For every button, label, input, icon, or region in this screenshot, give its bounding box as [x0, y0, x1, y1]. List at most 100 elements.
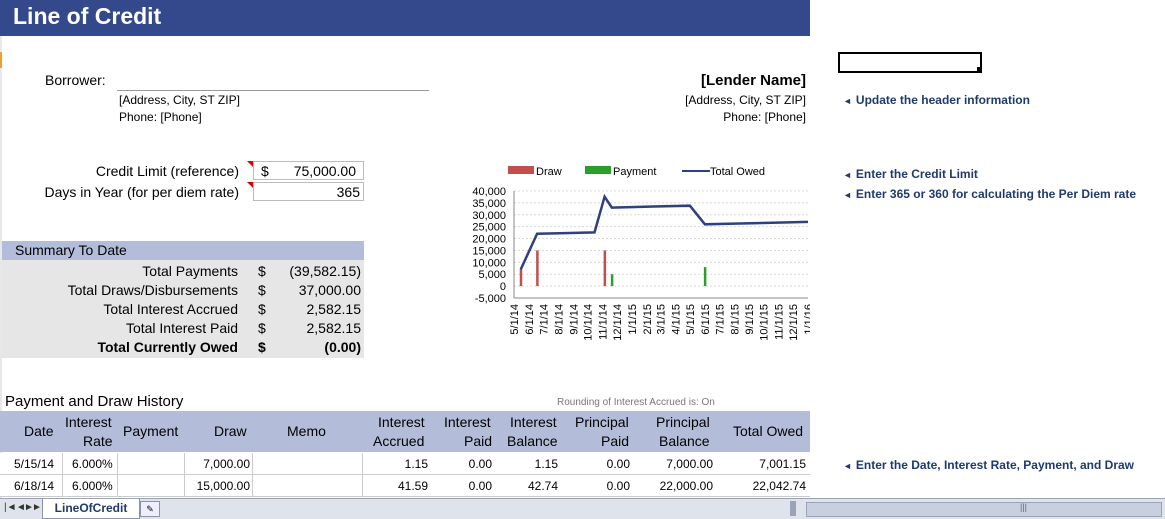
cell-date[interactable]: 6/18/14 — [14, 479, 55, 493]
legend-label: Payment — [613, 166, 656, 178]
legend-swatch — [585, 166, 611, 174]
x-tick-label: 9/1/14 — [568, 304, 580, 335]
insert-sheet-icon[interactable]: ✎ — [140, 501, 160, 517]
cell-paid[interactable]: 0.00 — [468, 457, 492, 471]
x-tick-label: 10/1/14 — [583, 304, 595, 341]
col-date: Date — [24, 423, 54, 439]
x-tick-label: 10/1/15 — [759, 304, 771, 341]
credit-limit-label: Credit Limit (reference) — [95, 163, 239, 179]
col-rate-1: Interest — [65, 414, 112, 430]
y-tick-label: 10,000 — [472, 257, 506, 269]
tab-lineofcredit[interactable]: LineOfCredit — [42, 499, 140, 519]
x-tick-label: 4/1/15 — [670, 304, 682, 335]
summary-label: Total Draws/Disbursements — [67, 282, 238, 298]
x-tick-label: 8/1/15 — [729, 304, 741, 335]
cell-ppaid[interactable]: 0.00 — [606, 479, 630, 493]
selected-cell[interactable] — [838, 52, 982, 73]
borrower-name-field[interactable] — [117, 89, 429, 91]
cell-date[interactable]: 5/15/14 — [14, 457, 55, 471]
summary-value: (0.00) — [324, 339, 361, 355]
sheet-tab-bar: |◄ ◄ ► ►| LineOfCredit ✎ ||| — [0, 498, 1165, 519]
cell-ppaid[interactable]: 0.00 — [606, 457, 630, 471]
tab-split-handle[interactable] — [790, 501, 796, 516]
y-tick-label: 40,000 — [472, 186, 506, 198]
cell-divider — [117, 453, 118, 474]
cell-ibal[interactable]: 1.15 — [534, 457, 558, 471]
scroll-grip-icon[interactable]: ||| — [1020, 502, 1028, 512]
legend-label: Total Owed — [710, 166, 765, 178]
cell-accrued[interactable]: 41.59 — [397, 479, 428, 493]
cell-pbal[interactable]: 7,000.00 — [666, 457, 713, 471]
x-tick-label: 7/1/15 — [714, 304, 726, 335]
days-label: Days in Year (for per diem rate) — [44, 184, 239, 200]
comment-marker-icon — [247, 161, 253, 167]
col-memo: Memo — [287, 423, 326, 439]
x-tick-label: 1/1/15 — [627, 304, 639, 335]
col-pbal-2: Balance — [659, 433, 710, 449]
row-indicator — [0, 52, 2, 68]
y-tick-label: 15,000 — [472, 245, 506, 257]
cell-divider — [62, 453, 63, 474]
summary-value: 2,582.15 — [306, 301, 362, 317]
last-sheet-icon[interactable]: ►| — [32, 502, 45, 513]
x-tick-label: 7/1/14 — [538, 304, 550, 335]
summary-currency: $ — [258, 263, 266, 279]
summary-label: Total Payments — [142, 263, 238, 279]
y-tick-label: 0 — [500, 281, 506, 293]
cell-owed[interactable]: 22,042.74 — [752, 479, 806, 493]
bar-draw — [603, 250, 607, 287]
summary-currency: $ — [258, 282, 266, 298]
cell-draw[interactable]: 15,000.00 — [196, 479, 250, 493]
lender-phone: Phone: [Phone] — [723, 110, 806, 124]
legend-label: Draw — [536, 166, 562, 178]
col-accrued-1: Interest — [378, 414, 425, 430]
cell-divider — [117, 475, 118, 496]
cell-rate[interactable]: 6.000% — [72, 479, 113, 493]
summary-currency: $ — [258, 320, 266, 336]
col-pbal-1: Principal — [656, 414, 710, 430]
next-sheet-icon[interactable]: ► — [24, 502, 34, 513]
cell-draw[interactable]: 7,000.00 — [203, 457, 250, 471]
pointer-left-icon: ◄ — [843, 96, 852, 106]
cell-paid[interactable]: 0.00 — [468, 479, 492, 493]
x-tick-label: 1/1/16 — [803, 304, 810, 335]
col-paid-2: Paid — [464, 433, 493, 449]
first-sheet-icon[interactable]: |◄ — [4, 502, 17, 513]
table-row[interactable]: 6/18/14 6.000% 15,000.00 41.59 0.00 42.74 0.00… — [0, 475, 810, 497]
summary-label: Total Currently Owed — [97, 339, 238, 355]
col-payment: Payment — [123, 423, 179, 439]
summary-header: Summary To Date — [2, 241, 364, 260]
cell-owed[interactable]: 7,001.15 — [759, 457, 806, 471]
credit-limit-input[interactable]: $ 75,000.00 — [253, 161, 364, 180]
rounding-note: Rounding of Interest Accrued is: On — [557, 397, 715, 408]
horizontal-scrollbar[interactable] — [806, 502, 1162, 517]
history-title: Payment and Draw History — [5, 393, 184, 410]
y-tick-label: 20,000 — [472, 234, 506, 246]
summary-row: Total Interest Paid $2,582.15 — [2, 319, 364, 338]
col-draw: Draw — [214, 423, 247, 439]
pointer-left-icon: ◄ — [843, 170, 852, 180]
x-tick-label: 11/1/15 — [774, 304, 786, 340]
cell-pbal[interactable]: 22,000.00 — [659, 479, 713, 493]
x-tick-label: 5/1/14 — [509, 304, 521, 335]
row-header-strip — [0, 36, 2, 498]
y-tick-label: 35,000 — [472, 198, 506, 210]
page-title: Line of Credit — [13, 3, 162, 29]
summary-row: Total Interest Accrued $2,582.15 — [2, 300, 364, 319]
summary-row: Total Draws/Disbursements $37,000.00 — [2, 281, 364, 300]
cell-ibal[interactable]: 42.74 — [527, 479, 558, 493]
summary-label: Total Interest Paid — [125, 320, 238, 336]
days-input[interactable]: 365 — [253, 182, 364, 201]
cell-accrued[interactable]: 1.15 — [404, 457, 428, 471]
y-tick-label: -5,000 — [475, 293, 506, 305]
table-row[interactable]: 5/15/14 6.000% 7,000.00 1.15 0.00 1.15 0.00 7,0… — [0, 453, 810, 475]
fill-handle[interactable] — [977, 67, 982, 72]
col-total-owed: Total Owed — [733, 423, 804, 439]
bar-draw — [536, 250, 539, 287]
prev-sheet-icon[interactable]: ◄ — [16, 502, 26, 513]
y-tick-label: 30,000 — [472, 210, 506, 222]
summary-label: Total Interest Accrued — [103, 301, 238, 317]
cell-rate[interactable]: 6.000% — [72, 457, 113, 471]
summary-value: 37,000.00 — [298, 282, 361, 298]
y-tick-label: 5,000 — [478, 269, 506, 281]
